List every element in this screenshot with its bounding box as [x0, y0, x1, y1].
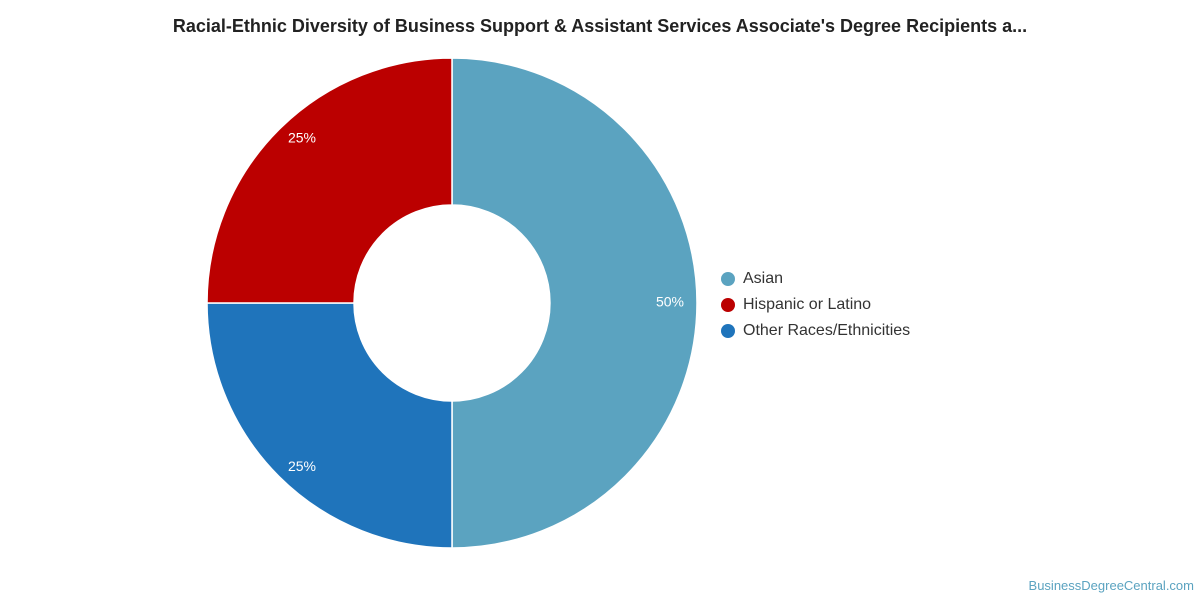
slice-label-hispanic-or-latino: 25% [288, 130, 316, 146]
slice-label-asian: 50% [656, 294, 684, 310]
legend-item-hispanic-or-latino[interactable]: Hispanic or Latino [721, 292, 910, 318]
footer-credit[interactable]: BusinessDegreeCentral.com [1028, 578, 1194, 593]
legend-swatch [721, 298, 735, 312]
legend-item-other-races-ethnicities[interactable]: Other Races/Ethnicities [721, 318, 910, 344]
slice-label-other-races-ethnicities: 25% [288, 458, 316, 474]
slice-hispanic-or-latino[interactable] [206, 57, 453, 304]
slice-other-races-ethnicities[interactable] [206, 302, 453, 549]
legend-label: Asian [743, 270, 784, 287]
chart-title: Racial-Ethnic Diversity of Business Supp… [172, 16, 1028, 36]
chart-legend: Asian Hispanic or Latino Other Races/Eth… [721, 266, 910, 344]
legend-item-asian[interactable]: Asian [721, 266, 910, 292]
legend-label: Hispanic or Latino [743, 296, 872, 313]
slice-asian[interactable] [451, 57, 698, 549]
legend-label: Other Races/Ethnicities [743, 322, 911, 339]
legend-swatch [721, 272, 735, 286]
legend-swatch [721, 324, 735, 338]
